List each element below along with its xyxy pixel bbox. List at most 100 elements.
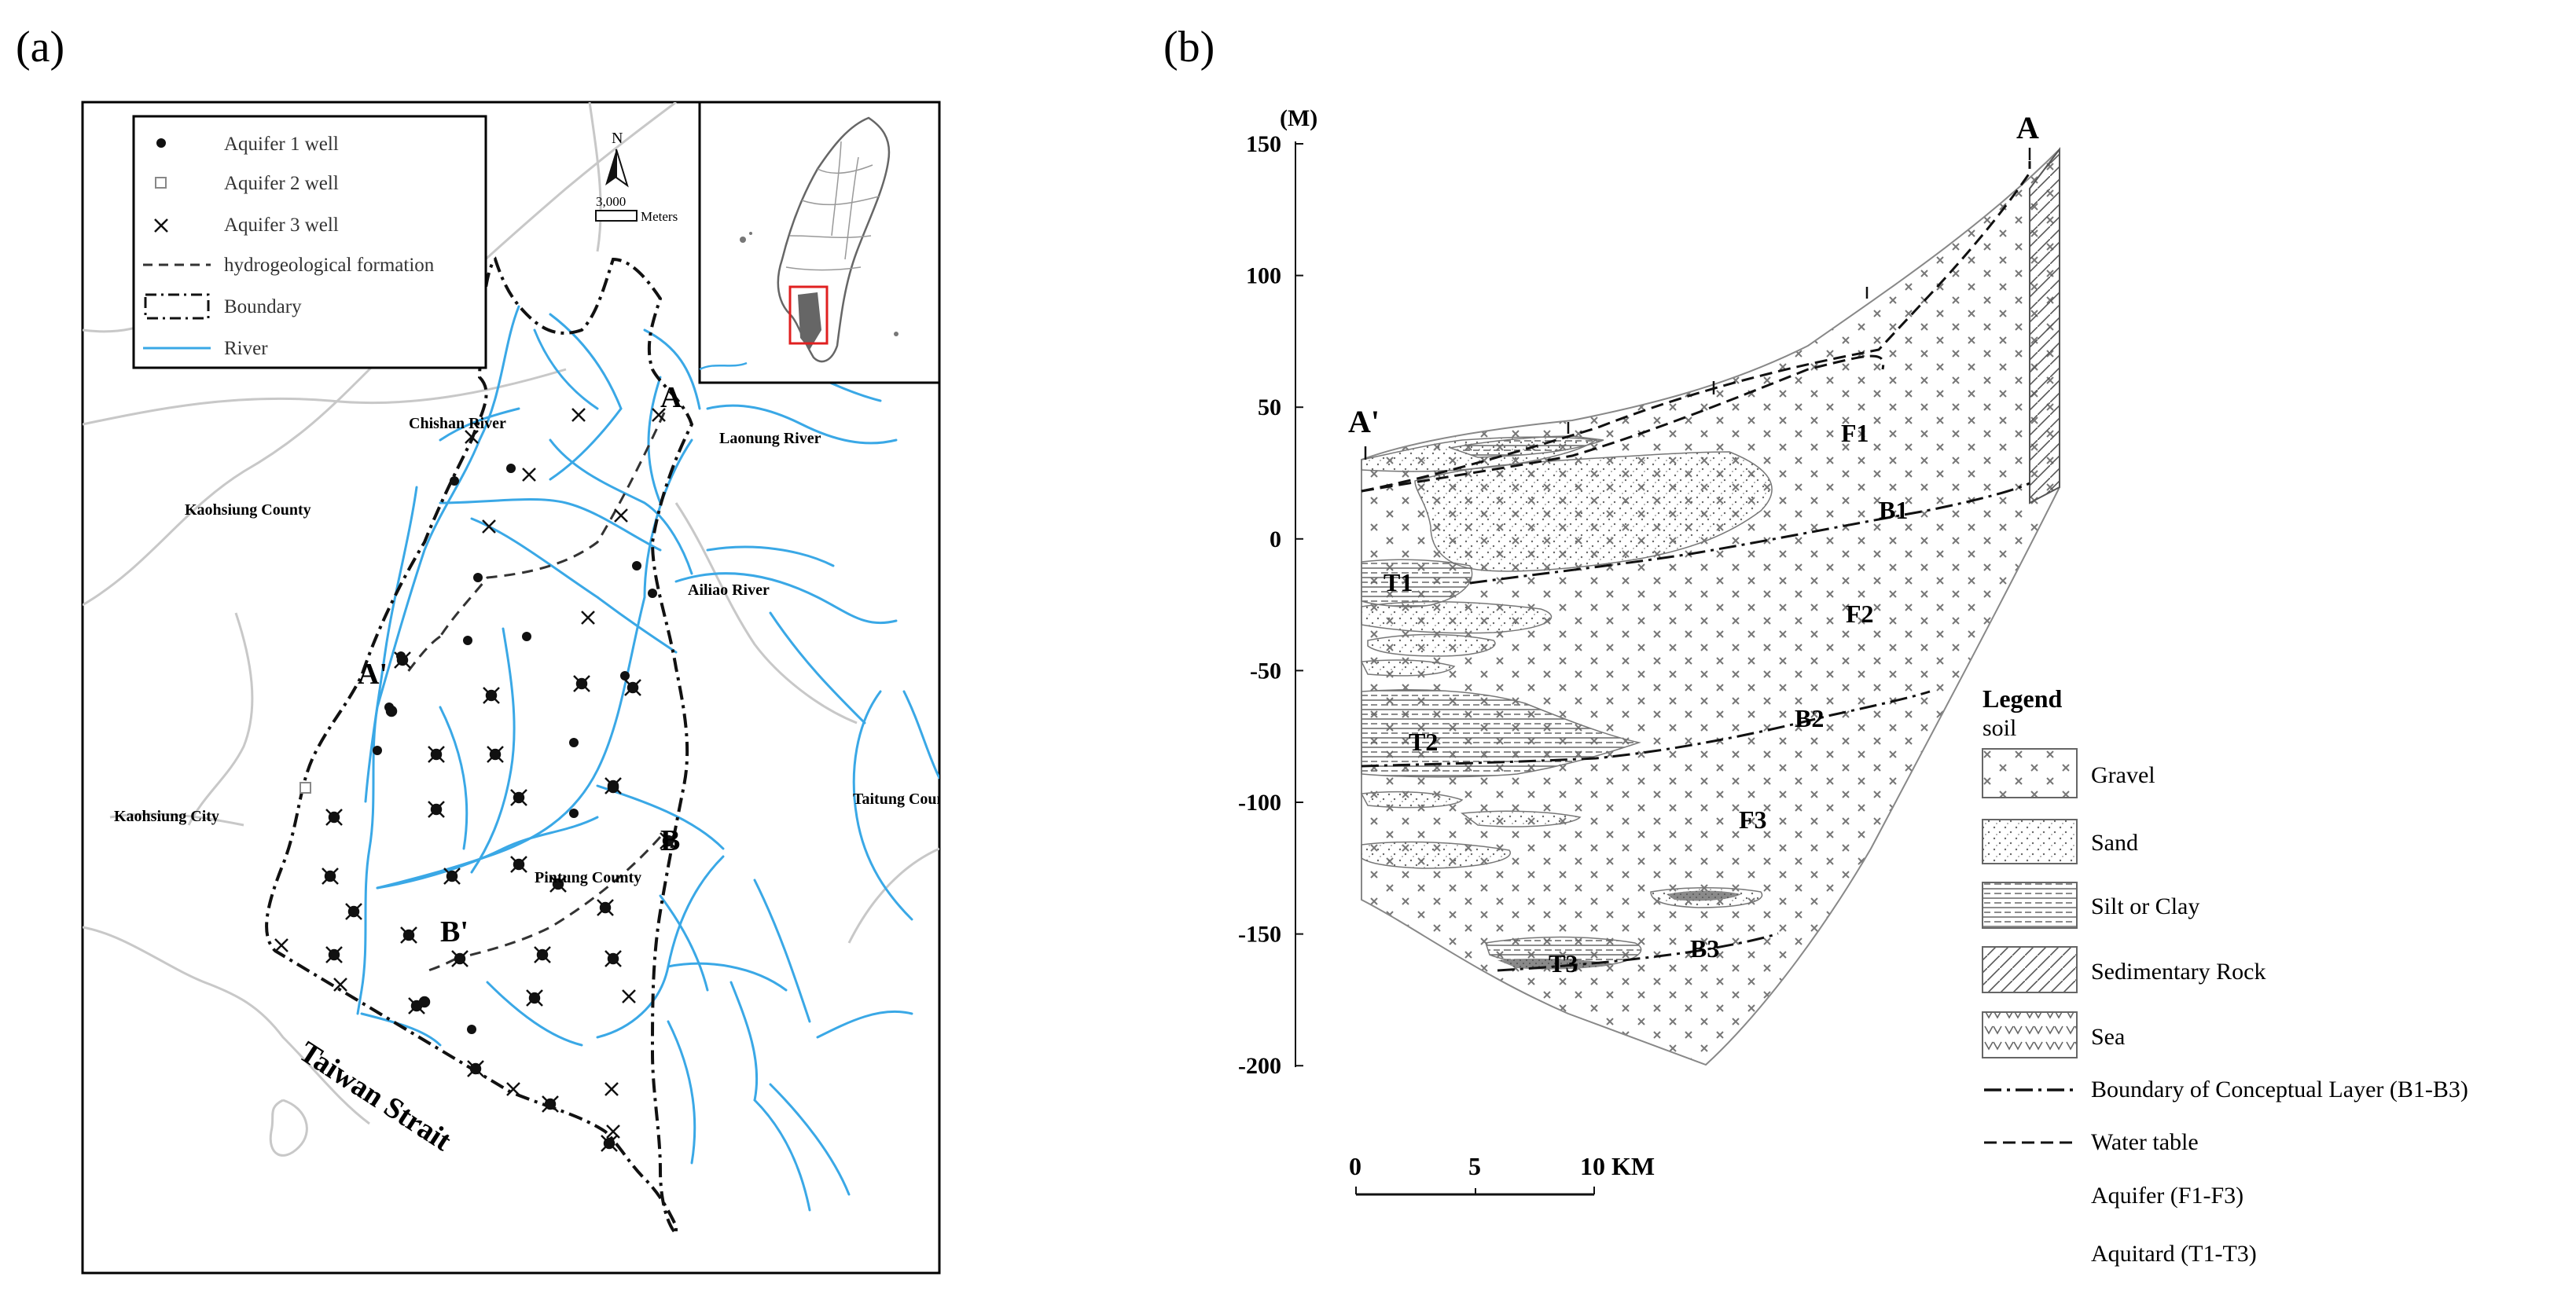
legend-aquifer3: Aquifer 3 well bbox=[224, 215, 339, 236]
scale-10: 10 KM bbox=[1580, 1152, 1655, 1180]
aquifer2-well bbox=[299, 782, 311, 794]
sand-lens-2 bbox=[1361, 601, 1553, 634]
formation-lines bbox=[403, 412, 666, 972]
y-tick-label: -50 bbox=[1250, 658, 1281, 684]
y-tick-labels: 150 100 50 0 -50 -100 -150 -200 bbox=[1238, 131, 1303, 1079]
legend-silt: Silt or Clay bbox=[2091, 893, 2199, 919]
legend-boundary: Boundary bbox=[224, 296, 302, 317]
section-a-map: A bbox=[660, 381, 682, 414]
section-a-prime-map: A' bbox=[358, 658, 388, 691]
laonung-river-label: Laonung River bbox=[719, 430, 821, 447]
y-tick-label: -200 bbox=[1238, 1053, 1281, 1079]
y-tick-label: -150 bbox=[1238, 922, 1281, 948]
taitung-county-label: Taitung County bbox=[853, 791, 958, 808]
end-label-a: A bbox=[2016, 110, 2039, 145]
end-label-a-prime: A' bbox=[1348, 404, 1380, 439]
aquifer13-wells bbox=[322, 651, 677, 1152]
t2-layer bbox=[1361, 689, 1641, 778]
legend-water: Water table bbox=[2091, 1129, 2199, 1155]
sand-lens-1 bbox=[1414, 451, 1773, 572]
unit-f3: F3 bbox=[1739, 805, 1767, 834]
legend-aquitard: Aquitard (T1-T3) bbox=[2091, 1241, 2257, 1267]
unit-t1: T1 bbox=[1384, 568, 1413, 596]
aquifer3-symbol bbox=[154, 218, 168, 233]
silt-top bbox=[1448, 435, 1604, 458]
unit-f2: F2 bbox=[1846, 600, 1874, 628]
legend-aquifer2: Aquifer 2 well bbox=[224, 173, 339, 194]
kaohsiung-county-label: Kaohsiung County bbox=[185, 501, 311, 519]
unit-t3: T3 bbox=[1549, 949, 1578, 978]
t3-dark bbox=[1497, 958, 1611, 970]
sea-swatch bbox=[1982, 1011, 2078, 1058]
legend-gravel: Gravel bbox=[2091, 762, 2155, 788]
study-area-fill bbox=[798, 292, 821, 350]
map-legend: Aquifer 1 well Aquifer 2 well Aquifer 3 … bbox=[132, 115, 487, 369]
y-tick-label: 100 bbox=[1246, 263, 1281, 289]
water-table-line bbox=[1361, 354, 1885, 493]
b3-boundary bbox=[1497, 932, 1779, 972]
legend-subtitle: soil bbox=[1983, 715, 2016, 741]
unit-b1: B1 bbox=[1879, 496, 1908, 524]
y-tick-label: 50 bbox=[1258, 394, 1281, 420]
distance-scale: 0 5 10 KM bbox=[1349, 1152, 1655, 1196]
legend-title: Legend bbox=[1983, 684, 2063, 713]
water-table-upper bbox=[1361, 161, 2031, 493]
b2-boundary bbox=[1361, 690, 1931, 768]
surface-ticks bbox=[1364, 148, 2031, 460]
aquifer3-wells bbox=[274, 408, 666, 1139]
y-tick-label: -100 bbox=[1238, 790, 1281, 816]
legend-sand: Sand bbox=[2091, 830, 2138, 856]
y-tick-label: 0 bbox=[1270, 526, 1281, 552]
unit-t2: T2 bbox=[1409, 728, 1438, 756]
rock-layer bbox=[2029, 147, 2060, 504]
legend-river: River bbox=[224, 338, 268, 359]
cross-section: A' A F1 B1 T1 F2 B2 T2 F3 B3 T3 bbox=[1348, 110, 2060, 1066]
legend-formation: hydrogeological formation bbox=[224, 255, 435, 276]
sand-lens-3 bbox=[1367, 633, 1496, 657]
admin-boundaries bbox=[83, 102, 939, 1157]
panel-b-label: (b) bbox=[1163, 23, 1215, 72]
kaohsiung-city-label: Kaohsiung City bbox=[114, 808, 219, 825]
scale-5: 5 bbox=[1468, 1152, 1481, 1180]
sand-lens-5 bbox=[1360, 791, 1464, 809]
legend-boundary-line: Boundary of Conceptual Layer (B1-B3) bbox=[2091, 1077, 2468, 1102]
panel-a-label: (a) bbox=[16, 23, 64, 72]
sand-lens-6 bbox=[1461, 810, 1582, 827]
gravel-swatch bbox=[1982, 748, 2078, 798]
sand-lens-7 bbox=[1361, 841, 1512, 869]
axis-unit: (M) bbox=[1280, 105, 1317, 131]
legend-sea: Sea bbox=[2091, 1024, 2125, 1050]
unit-b3: B3 bbox=[1690, 934, 1719, 963]
boundary-symbol bbox=[144, 293, 210, 320]
section-b-map: B bbox=[660, 824, 680, 857]
sand-lens-4 bbox=[1360, 659, 1456, 677]
taiwan-inset bbox=[698, 101, 941, 384]
north-arrow-icon: N bbox=[605, 130, 629, 188]
scale-value-label: 3,000 bbox=[596, 194, 626, 209]
y-tick-label: 150 bbox=[1246, 131, 1281, 157]
pintung-county-label: Pintung County bbox=[535, 869, 641, 886]
scale-0: 0 bbox=[1349, 1152, 1361, 1180]
section-b-prime-map: B' bbox=[440, 915, 469, 948]
aquifer1-symbol bbox=[156, 138, 166, 148]
inset-highlight-box bbox=[788, 285, 829, 345]
unit-b2: B2 bbox=[1795, 704, 1824, 732]
sand-swatch bbox=[1982, 819, 2078, 864]
rivers bbox=[356, 305, 939, 1212]
north-label: N bbox=[612, 130, 623, 147]
chishan-river-label: Chishan River bbox=[409, 415, 506, 432]
ailiao-river-label: Ailiao River bbox=[688, 581, 770, 599]
rock-swatch bbox=[1982, 946, 2078, 993]
section-legend: Legend soil Gravel Sand Silt or Clay Sed… bbox=[1982, 684, 2468, 1267]
sand-lens-8-dark bbox=[1666, 890, 1741, 901]
b1-boundary bbox=[1469, 482, 2030, 585]
depth-axis: (M) bbox=[1280, 105, 1317, 1067]
legend-rock: Sedimentary Rock bbox=[2091, 959, 2265, 985]
gravel-body bbox=[1361, 147, 2060, 1066]
silt-swatch bbox=[1982, 882, 2078, 929]
aquifer2-symbol bbox=[155, 177, 167, 189]
scale-unit-label: Meters bbox=[641, 209, 678, 224]
legend-aquifer: Aquifer (F1-F3) bbox=[2091, 1183, 2243, 1209]
legend-aquifer1: Aquifer 1 well bbox=[224, 134, 339, 155]
